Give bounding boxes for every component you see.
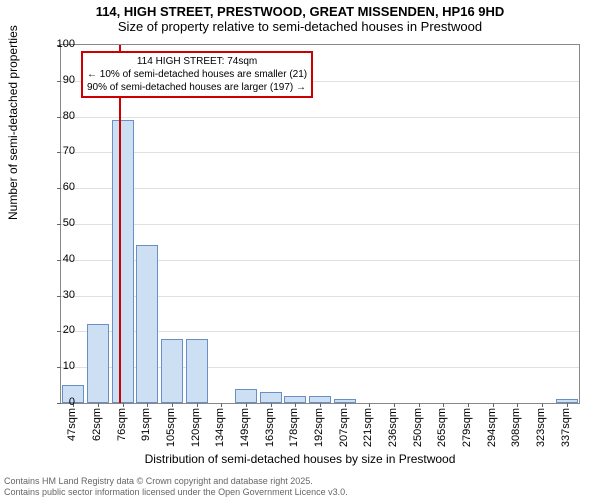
histogram-bar [112,120,134,403]
ytick-label: 50 [45,217,75,229]
ytick-label: 40 [45,253,75,265]
xtick-label: 149sqm [239,408,251,447]
chart-title-line1: 114, HIGH STREET, PRESTWOOD, GREAT MISSE… [0,0,600,19]
histogram-bar [136,245,158,403]
chart-plot-area: 114 HIGH STREET: 74sqm← 10% of semi-deta… [60,44,580,404]
xtick-label: 250sqm [412,408,424,447]
callout-line1: 114 HIGH STREET: 74sqm [87,55,307,68]
xtick-mark [542,403,543,407]
xtick-label: 337sqm [560,408,572,447]
xtick-label: 134sqm [214,408,226,447]
xtick-mark [98,403,99,407]
xtick-mark [271,403,272,407]
xtick-mark [517,403,518,407]
xtick-mark [320,403,321,407]
xtick-mark [567,403,568,407]
ytick-label: 30 [45,289,75,301]
property-marker-line [119,45,121,403]
ytick-label: 20 [45,324,75,336]
histogram-bar [309,396,331,403]
xtick-mark [221,403,222,407]
histogram-bar [161,339,183,403]
ytick-label: 80 [45,110,75,122]
xtick-mark [468,403,469,407]
xtick-mark [147,403,148,407]
xtick-label: 207sqm [338,408,350,447]
xtick-label: 323sqm [535,408,547,447]
callout-line2: ← 10% of semi-detached houses are smalle… [87,68,307,81]
gridline [61,117,579,118]
callout-box: 114 HIGH STREET: 74sqm← 10% of semi-deta… [81,51,313,98]
ytick-label: 90 [45,74,75,86]
xtick-label: 221sqm [362,408,374,447]
ytick-label: 100 [45,38,75,50]
xtick-mark [493,403,494,407]
footer-line2: Contains public sector information licen… [4,487,348,498]
xtick-label: 105sqm [165,408,177,447]
y-axis-label: Number of semi-detached properties [6,25,20,220]
xtick-mark [345,403,346,407]
xtick-mark [123,403,124,407]
xtick-mark [394,403,395,407]
ytick-label: 70 [45,145,75,157]
xtick-mark [295,403,296,407]
xtick-mark [419,403,420,407]
xtick-mark [369,403,370,407]
histogram-bar [235,389,257,403]
xtick-label: 308sqm [510,408,522,447]
footer-attribution: Contains HM Land Registry data © Crown c… [4,476,348,498]
x-axis-label: Distribution of semi-detached houses by … [0,452,600,466]
xtick-label: 294sqm [486,408,498,447]
xtick-label: 163sqm [264,408,276,447]
xtick-label: 192sqm [313,408,325,447]
xtick-label: 279sqm [461,408,473,447]
ytick-label: 10 [45,360,75,372]
footer-line1: Contains HM Land Registry data © Crown c… [4,476,348,487]
chart-title-line2: Size of property relative to semi-detach… [0,19,600,38]
histogram-bar [284,396,306,403]
xtick-mark [172,403,173,407]
xtick-label: 76sqm [116,408,128,441]
ytick-label: 0 [45,396,75,408]
xtick-mark [443,403,444,407]
histogram-bar [260,392,282,403]
xtick-label: 265sqm [436,408,448,447]
gridline [61,188,579,189]
histogram-bar [186,339,208,403]
gridline [61,224,579,225]
ytick-label: 60 [45,181,75,193]
gridline [61,152,579,153]
callout-line3: 90% of semi-detached houses are larger (… [87,81,307,94]
xtick-label: 236sqm [387,408,399,447]
xtick-label: 91sqm [140,408,152,441]
xtick-label: 62sqm [91,408,103,441]
xtick-label: 178sqm [288,408,300,447]
xtick-label: 47sqm [66,408,78,441]
histogram-bar [87,324,109,403]
xtick-mark [197,403,198,407]
xtick-label: 120sqm [190,408,202,447]
xtick-mark [246,403,247,407]
